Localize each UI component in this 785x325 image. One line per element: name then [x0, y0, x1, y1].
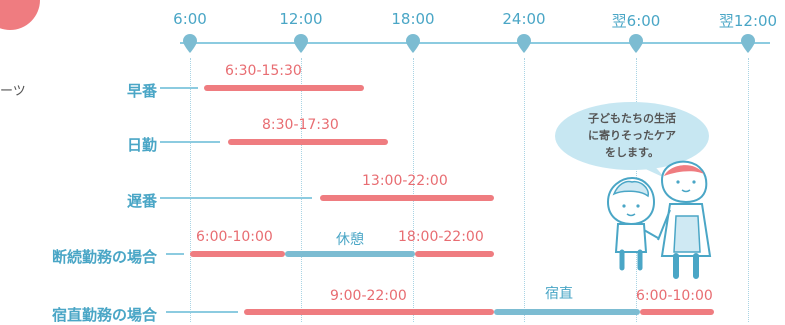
work-time-label: 18:00-22:00 [398, 229, 484, 245]
row-connector-line [166, 311, 238, 313]
work-time-label: 6:30-15:30 [225, 63, 302, 79]
speech-bubble [555, 102, 709, 178]
left-cropped-text: ーツ [0, 84, 26, 99]
time-gridline [301, 58, 302, 322]
time-axis-line [180, 42, 770, 44]
time-tick-label: 18:00 [391, 10, 435, 28]
shift-row-label: 早番 [126, 82, 157, 100]
rest-time-bar [494, 309, 640, 315]
work-time-label: 9:00-22:00 [330, 288, 407, 304]
speech-line-1: 子どもたちの生活 [588, 112, 676, 125]
speech-line-2: に寄りそったケア [588, 129, 676, 142]
work-time-bar [190, 251, 285, 257]
work-time-label: 6:00-10:00 [636, 288, 713, 304]
shift-row-label: 宿直勤務の場合 [51, 306, 157, 324]
time-tick-label: 12:00 [279, 10, 323, 28]
work-time-bar [640, 309, 714, 315]
rest-time-label: 休憩 [336, 232, 364, 248]
work-time-bar [204, 85, 364, 91]
work-time-bar [228, 139, 388, 145]
time-gridline [524, 58, 525, 322]
time-tick-label: 24:00 [502, 10, 546, 28]
rest-time-label: 宿直 [545, 286, 573, 302]
work-time-bar [320, 195, 494, 201]
shift-row-label: 日勤 [126, 136, 157, 154]
speech-bubble-text: 子どもたちの生活 に寄りそったケア をします。 [559, 110, 705, 161]
time-tick-label: 翌6:00 [611, 12, 661, 30]
time-tick-label: 翌12:00 [718, 12, 778, 30]
corner-badge [0, 0, 40, 30]
work-time-label: 8:30-17:30 [262, 117, 339, 133]
child-figure [606, 176, 659, 271]
rest-time-bar [285, 251, 415, 257]
time-gridline [413, 58, 414, 322]
time-marker-pin-icon [406, 34, 420, 53]
row-connector-line [160, 87, 198, 89]
row-connector-line [160, 197, 312, 199]
time-gridline [190, 58, 191, 322]
time-marker-pin-icon [629, 34, 643, 53]
time-marker-pin-icon [741, 34, 755, 53]
time-tick-label: 6:00 [173, 10, 207, 28]
time-gridline [748, 58, 749, 322]
adult-figure [657, 160, 712, 279]
time-marker-pin-icon [294, 34, 308, 53]
row-connector-line [160, 141, 220, 143]
time-marker-pin-icon [183, 34, 197, 53]
time-marker-pin-icon [517, 34, 531, 53]
shift-row-label: 遅番 [126, 192, 157, 210]
shift-row-label: 断続勤務の場合 [51, 248, 157, 266]
work-time-label: 6:00-10:00 [196, 229, 273, 245]
work-time-bar [244, 309, 494, 315]
work-time-label: 13:00-22:00 [362, 173, 448, 189]
caregiver-and-child-illustration [606, 160, 712, 279]
work-time-bar [415, 251, 494, 257]
row-connector-line [166, 253, 184, 255]
speech-line-3: をします。 [605, 146, 659, 159]
